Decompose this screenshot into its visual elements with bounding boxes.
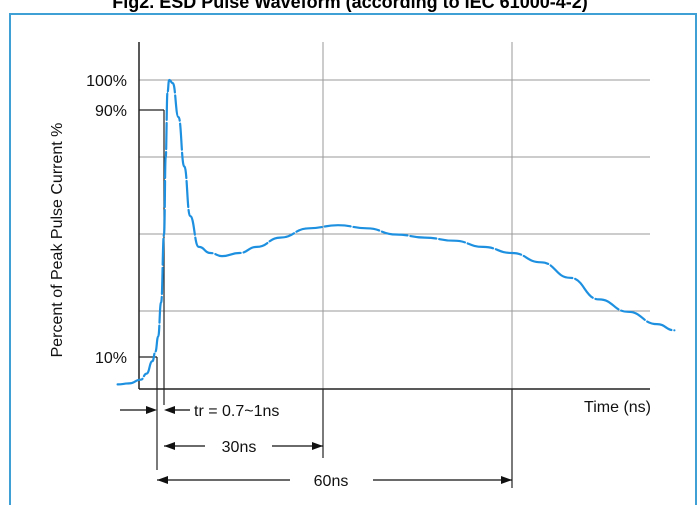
data-point (189, 215, 191, 217)
data-point (160, 301, 162, 304)
grid (139, 42, 650, 389)
data-point (177, 116, 180, 118)
data-point (308, 227, 310, 229)
y-tick-labels: 100% 90% 10% (86, 73, 127, 367)
data-point (183, 165, 185, 168)
data-point (366, 227, 368, 229)
data-point (151, 360, 153, 362)
data-point (172, 82, 174, 84)
span-60-label: 60ns (314, 473, 349, 490)
x-axis-label: Time (ns) (584, 399, 651, 416)
y-tick-label: 10% (95, 350, 127, 367)
y-axis-label: Percent of Peak Pulse Current % (49, 123, 66, 358)
data-point (598, 298, 600, 300)
data-point (198, 246, 200, 248)
data-point (154, 351, 156, 353)
y-tick-label: 100% (86, 73, 127, 90)
span-60-arrowhead-left (157, 476, 168, 484)
level-leader-lines (139, 109, 165, 470)
data-point (117, 383, 119, 385)
data-point (424, 237, 426, 239)
span-30-arrowhead-right (312, 442, 323, 450)
rise-arrowhead-right (164, 406, 175, 414)
figure-frame (9, 13, 697, 505)
data-point (279, 237, 281, 239)
rise-arrowhead-left (146, 406, 157, 414)
data-point (128, 382, 130, 384)
data-point (140, 379, 142, 381)
chart-title: Fig2. ESD Pulse Waveform (according to I… (112, 0, 588, 12)
data-point (395, 233, 397, 236)
data-point (337, 224, 339, 226)
rise-time-label: tr = 0.7~1ns (194, 403, 279, 420)
data-point (165, 156, 167, 158)
data-point (627, 311, 629, 313)
data-point (168, 79, 170, 81)
data-point (511, 252, 513, 254)
data-point (146, 373, 148, 375)
span-30-arrowhead-left (164, 442, 175, 450)
data-point (209, 252, 211, 254)
data-point (482, 246, 484, 248)
span-30-label: 30ns (222, 439, 257, 456)
data-point (569, 277, 571, 279)
waveform-line (116, 78, 676, 386)
dimension-annotations: tr = 0.7~1ns 30ns 60ns (120, 389, 513, 490)
span-60-arrowhead-right (501, 476, 512, 484)
data-point (163, 233, 165, 236)
data-point (238, 252, 240, 254)
data-point (157, 335, 159, 338)
y-tick-label: 90% (95, 103, 127, 120)
data-point (673, 329, 676, 331)
waveform-group (116, 78, 676, 386)
data-point (453, 240, 455, 242)
axes (138, 42, 650, 390)
data-point (221, 255, 223, 257)
data-point (166, 91, 169, 93)
data-point (540, 261, 542, 263)
data-point (256, 246, 258, 248)
data-point (656, 323, 658, 325)
